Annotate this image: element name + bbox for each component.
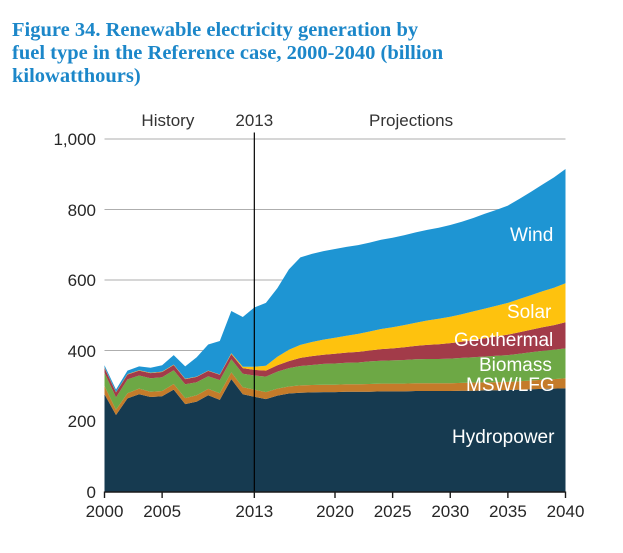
series-label-solar: Solar (507, 302, 552, 323)
series-label-biomass: Biomass (479, 355, 552, 376)
series-label-wind: Wind (510, 225, 554, 246)
series-label-hydropower: Hydropower (452, 427, 555, 448)
divider-year-label: 2013 (235, 111, 274, 130)
area-wind (104, 169, 566, 393)
history-label: History (141, 111, 195, 130)
x-tick-label-2030: 2030 (431, 502, 470, 521)
x-tick-label-2040: 2040 (546, 502, 585, 521)
figure-title-line-2: fuel type in the Reference case, 2000-20… (12, 42, 444, 64)
x-tick-label-2000: 2000 (85, 502, 124, 521)
y-tick-label-600: 600 (67, 271, 96, 290)
x-tick-label-2020: 2020 (316, 502, 354, 521)
series-label-geothermal: Geothermal (454, 330, 554, 351)
figure-title-line-3: kilowatthours) (12, 65, 141, 87)
x-tick-label-2025: 2025 (373, 502, 412, 521)
area-hydropower (104, 379, 566, 492)
y-tick-label-800: 800 (67, 200, 96, 220)
area-geothermal (104, 322, 566, 398)
series-label-msw-lfg: MSW/LFG (466, 375, 555, 396)
y-tick-label-400: 400 (67, 341, 96, 361)
figure-title: Figure 34. Renewable electricity generat… (12, 19, 602, 88)
y-tick-label-1000: 1,000 (53, 130, 96, 149)
x-tick-label-2005: 2005 (143, 502, 182, 521)
x-tick-label-2013: 2013 (235, 502, 274, 521)
area-biomass (104, 348, 566, 410)
projections-label: Projections (369, 111, 454, 130)
x-tick-label-2035: 2035 (488, 502, 527, 521)
figure-title-line-1: Figure 34. Renewable electricity generat… (12, 19, 419, 41)
y-tick-label-0: 0 (86, 482, 96, 502)
y-tick-label-200: 200 (67, 412, 96, 431)
